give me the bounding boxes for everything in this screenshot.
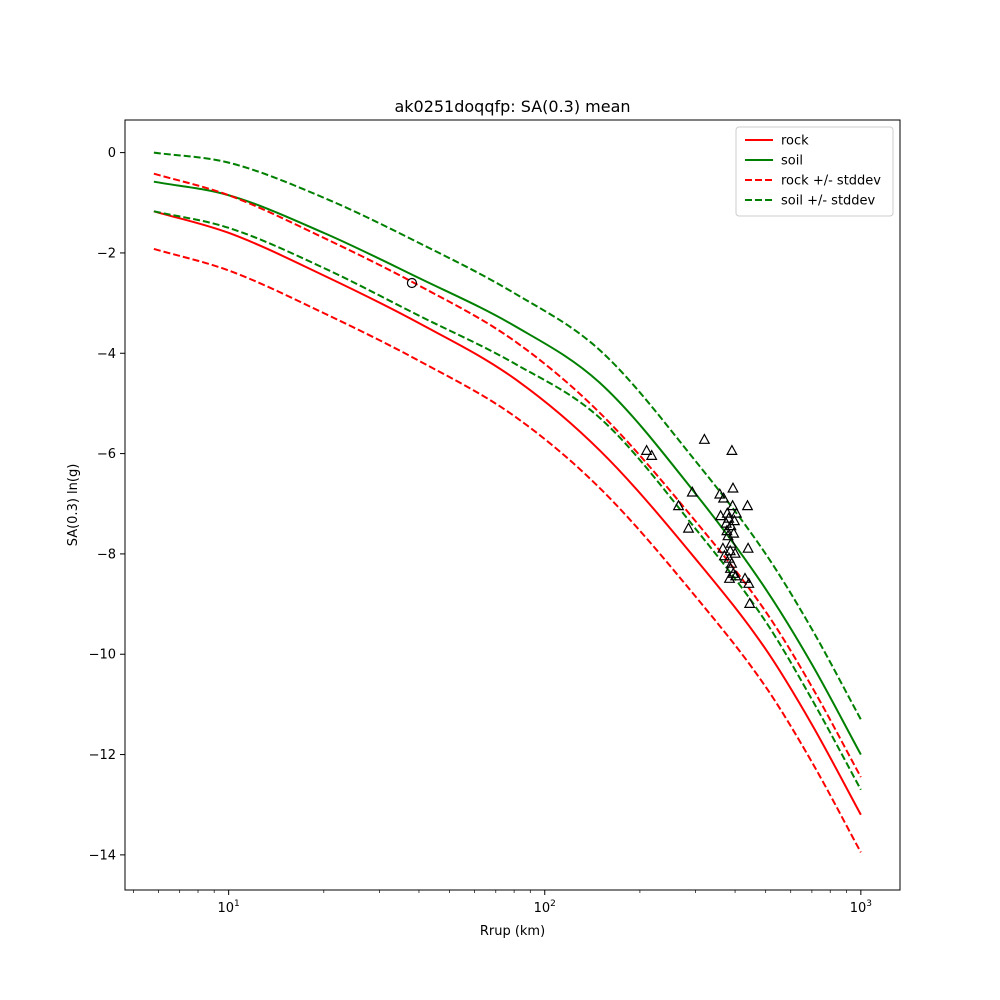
y-axis: 0 −2 −4 −6 −8 −10 −12 −14 bbox=[89, 146, 125, 863]
data-point-triangle bbox=[713, 487, 726, 499]
y-tick-label: −2 bbox=[97, 246, 116, 261]
data-point-triangle bbox=[741, 499, 754, 511]
y-tick-label: −12 bbox=[89, 748, 116, 763]
series-line-soil-stddev-4 bbox=[153, 151, 862, 720]
curves bbox=[153, 151, 862, 853]
x-tick-label: 103 bbox=[850, 899, 872, 916]
data-point-triangle bbox=[727, 527, 740, 538]
data-point-triangle bbox=[743, 597, 756, 609]
data-point-triangle bbox=[724, 544, 737, 556]
series-line-soil-1 bbox=[153, 180, 862, 756]
y-tick-label: −6 bbox=[97, 447, 116, 462]
legend-label: soil +/- stddev bbox=[781, 194, 876, 209]
data-point-triangle bbox=[686, 485, 699, 497]
data-point-triangle bbox=[730, 507, 743, 518]
data-point-triangle bbox=[645, 449, 658, 460]
data-point-triangle bbox=[724, 562, 737, 573]
data-point-triangle bbox=[717, 491, 730, 503]
data-point-triangle bbox=[742, 542, 754, 553]
y-tick-label: −10 bbox=[89, 648, 116, 663]
y-tick-label: −4 bbox=[97, 347, 116, 362]
x-axis: 101 102 103 bbox=[133, 890, 872, 916]
data-point-triangle bbox=[729, 547, 741, 558]
series-line-rock-0 bbox=[153, 210, 862, 816]
data-point-triangle bbox=[725, 537, 738, 548]
legend-label: rock +/- stddev bbox=[781, 174, 881, 189]
chart-title: ak0251doqqfp: SA(0.3) mean bbox=[394, 97, 630, 116]
y-tick-label: 0 bbox=[108, 146, 116, 161]
y-axis-label: SA(0.3) ln(g) bbox=[66, 464, 81, 547]
plot-frame bbox=[124, 119, 901, 891]
legend-label: soil bbox=[781, 154, 803, 169]
data-point-triangle bbox=[717, 542, 729, 553]
data-point-triangle bbox=[640, 444, 653, 455]
data-point-triangle bbox=[726, 444, 738, 455]
data-point-triangle bbox=[729, 569, 742, 581]
data-point-triangle bbox=[727, 481, 739, 493]
data-point-triangle bbox=[742, 577, 755, 588]
data-point-triangle bbox=[718, 549, 731, 561]
data-point-triangle bbox=[682, 522, 695, 533]
data-point-circle bbox=[406, 277, 418, 289]
x-axis-label: Rrup (km) bbox=[480, 924, 545, 939]
series-line-rock-stddev-3 bbox=[153, 247, 862, 853]
data-point-triangle bbox=[672, 499, 685, 511]
legend-box bbox=[735, 126, 894, 217]
markers bbox=[406, 277, 756, 609]
legend-label: rock bbox=[781, 134, 809, 149]
x-tick-label: 102 bbox=[534, 899, 556, 916]
data-point-triangle bbox=[698, 433, 711, 444]
series-line-rock-stddev-2 bbox=[153, 172, 862, 778]
x-tick-label: 101 bbox=[218, 899, 240, 916]
data-point-triangle bbox=[728, 514, 741, 526]
data-point-triangle bbox=[726, 499, 739, 511]
data-point-triangle bbox=[739, 572, 751, 583]
series-line-soil-stddev-5 bbox=[153, 210, 862, 791]
y-tick-label: −14 bbox=[89, 848, 116, 863]
y-tick-label: −8 bbox=[97, 547, 116, 562]
data-point-triangle bbox=[725, 557, 738, 568]
data-point-triangle bbox=[727, 567, 740, 578]
legend: rock soil rock +/- stddev soil +/- stddev bbox=[735, 126, 894, 217]
